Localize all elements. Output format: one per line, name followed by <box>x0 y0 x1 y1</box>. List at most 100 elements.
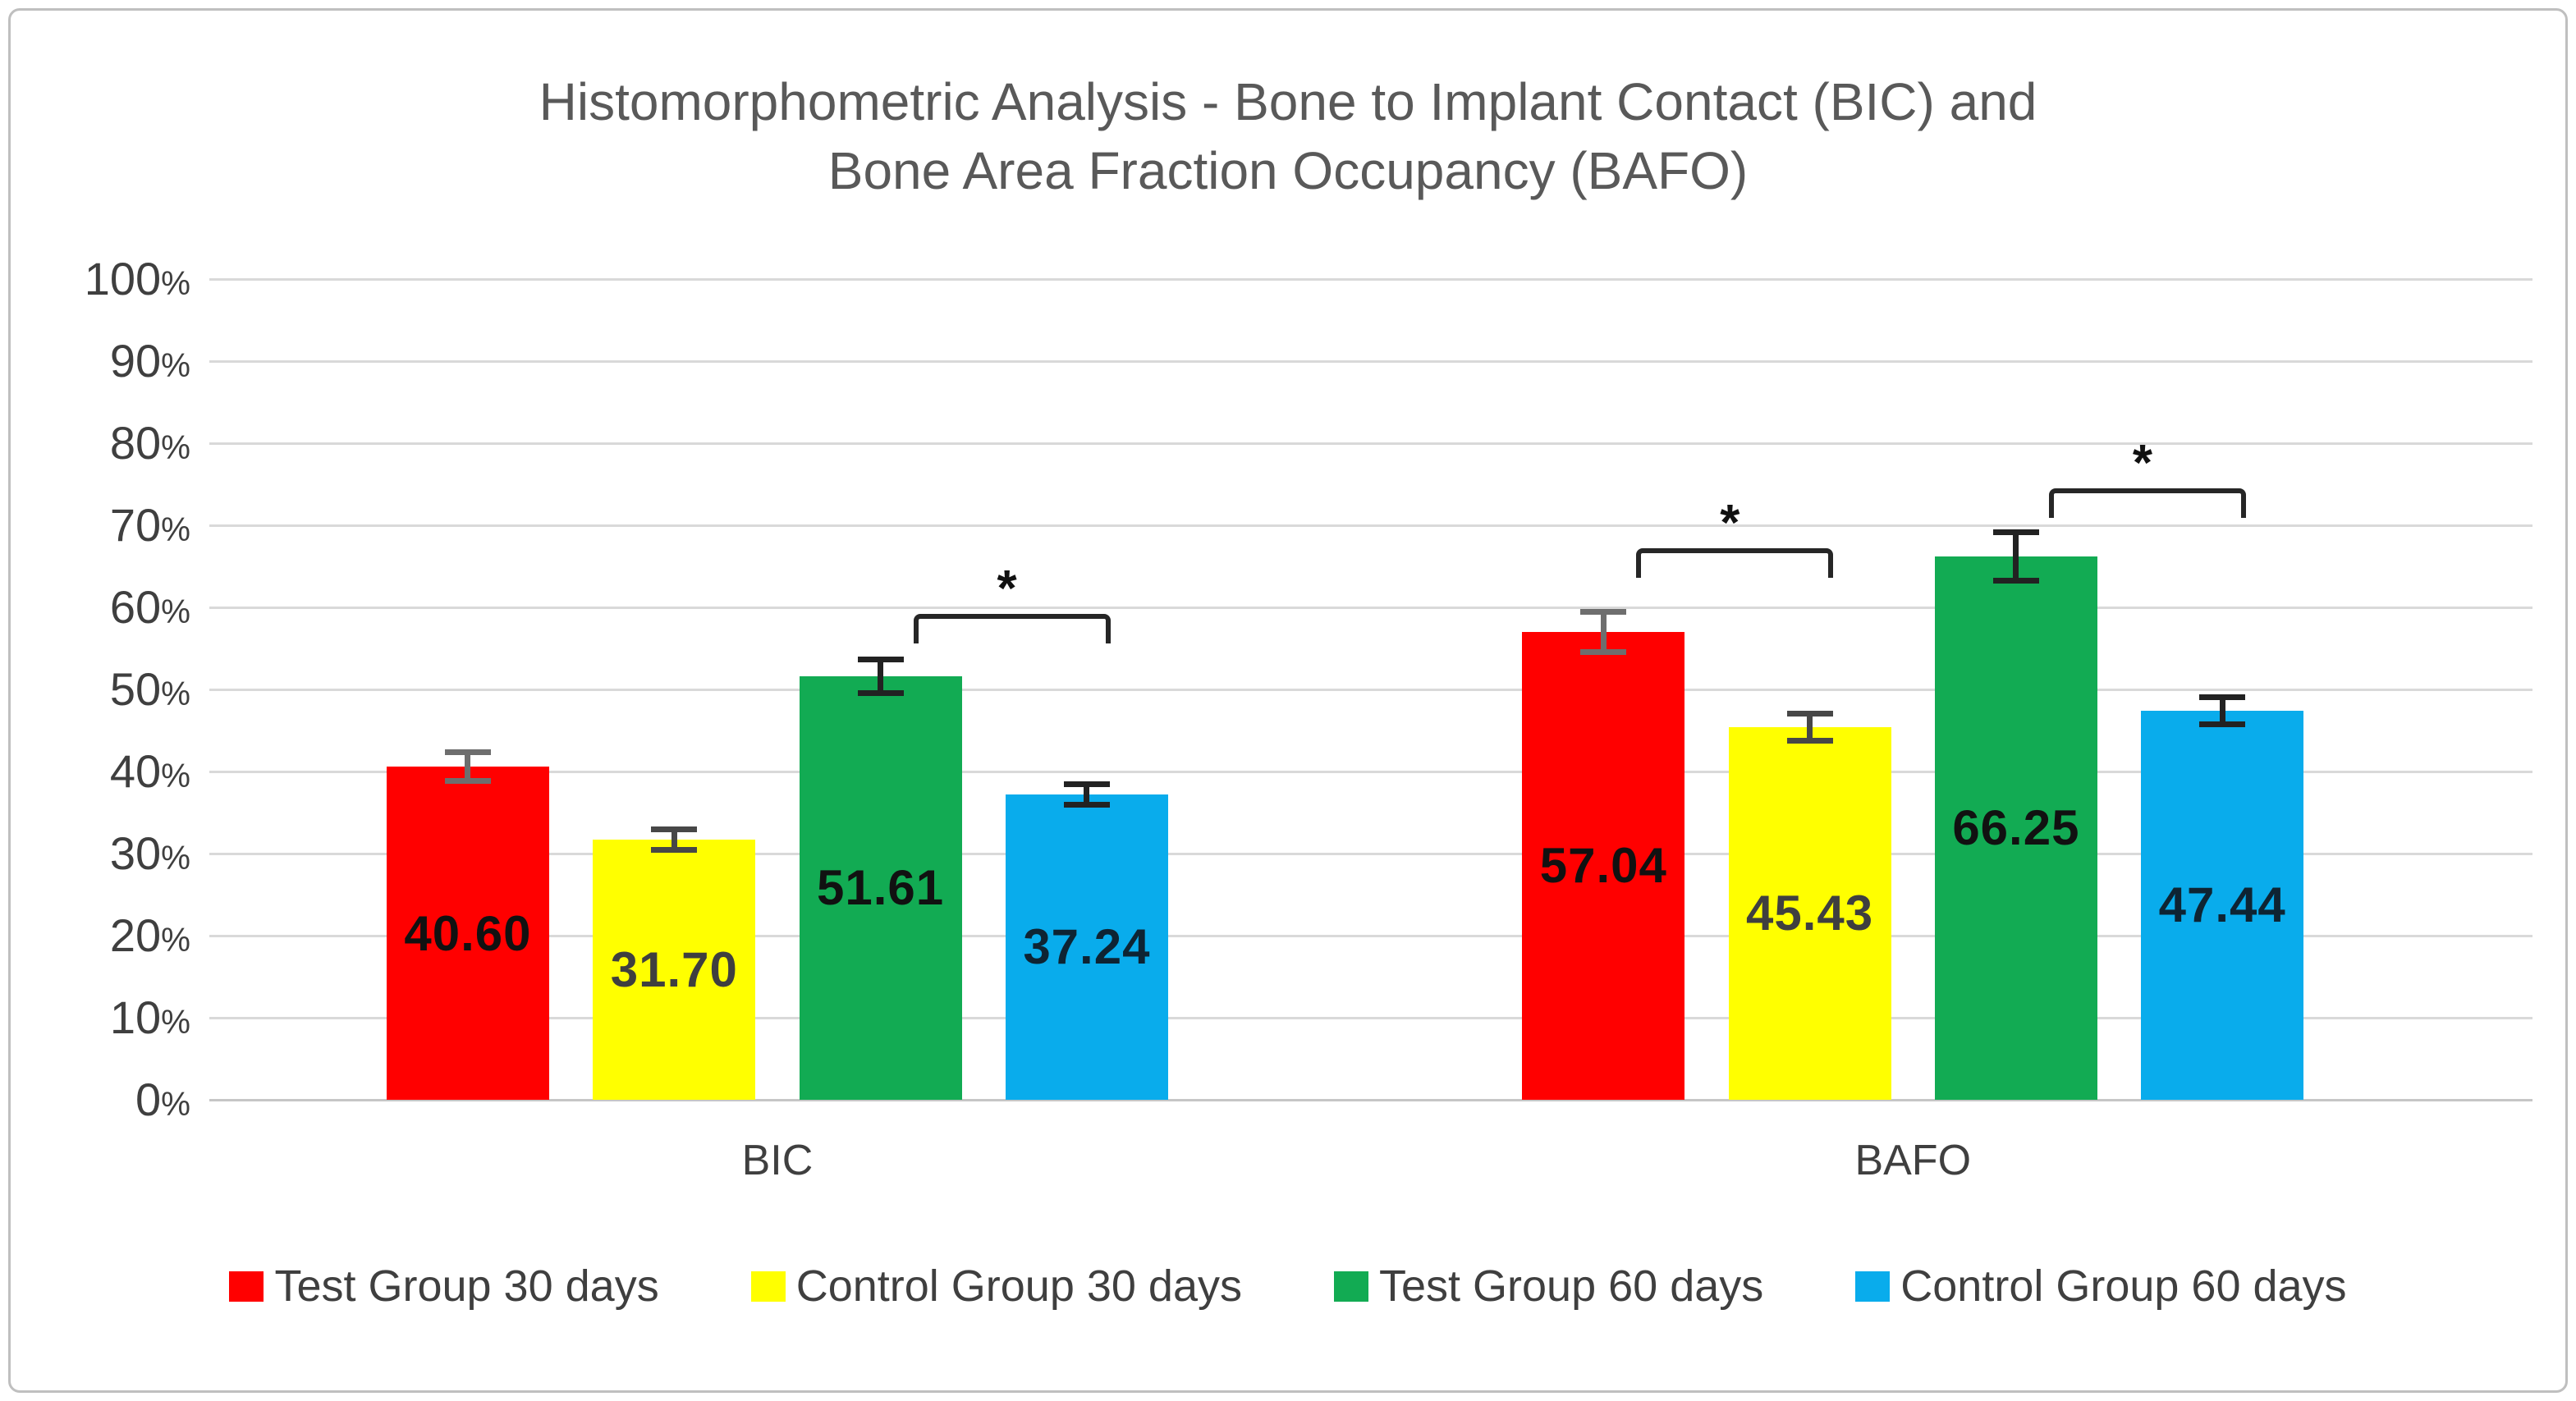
legend-label: Test Group 30 days <box>274 1261 659 1311</box>
significance-asterisk: * <box>2132 435 2152 492</box>
error-bar-stem <box>878 656 884 696</box>
y-tick-value: 60 <box>109 581 162 633</box>
bar-value-label: 66.25 <box>1952 800 2080 856</box>
y-tick-value: 80 <box>109 417 162 469</box>
y-tick-value: 20 <box>109 909 162 961</box>
y-tick-value: 90 <box>109 335 162 387</box>
significance-bracket-bafo <box>1636 548 1834 578</box>
gridline <box>209 1016 2532 1019</box>
error-bar-cap-bottom <box>1580 648 1627 655</box>
gridline <box>209 770 2532 773</box>
error-bar-bic-test-group-30-days <box>444 749 491 784</box>
y-tick-label: 10% <box>0 990 190 1046</box>
bar-value-label: 31.70 <box>610 942 738 997</box>
legend-swatch-control-group-60-days <box>1855 1271 1891 1302</box>
legend-label: Control Group 60 days <box>1900 1261 2347 1311</box>
y-tick-label: 50% <box>0 662 190 717</box>
gridline <box>209 688 2532 691</box>
error-bar-cap-top <box>444 749 491 755</box>
y-tick-percent-sign: % <box>161 264 190 302</box>
error-bar-cap-bottom <box>444 778 491 784</box>
error-bar-cap-top <box>1580 608 1627 615</box>
error-bar-cap-top <box>857 656 904 662</box>
bar-bafo-control-group-30-days: 45.43 <box>1728 726 1891 1100</box>
y-tick-value: 30 <box>109 827 162 879</box>
bar-bafo-test-group-30-days: 57.04 <box>1522 631 1685 1100</box>
bar-value-label: 51.61 <box>817 860 945 916</box>
legend-item-test-group-30-days: Test Group 30 days <box>229 1261 659 1311</box>
y-tick-value: 10 <box>109 991 162 1043</box>
y-tick-percent-sign: % <box>161 428 190 466</box>
error-bar-cap-top <box>651 826 698 832</box>
y-tick-label: 100% <box>0 251 190 307</box>
y-tick-value: 50 <box>109 663 162 715</box>
bar-bic-control-group-60-days: 37.24 <box>1005 794 1168 1100</box>
y-tick-label: 80% <box>0 415 190 471</box>
error-bar-stem <box>2219 694 2225 727</box>
error-bar-stem <box>465 749 471 784</box>
y-tick-value: 40 <box>109 745 162 797</box>
gridline <box>209 852 2532 855</box>
legend-item-control-group-60-days: Control Group 60 days <box>1855 1261 2347 1311</box>
legend-swatch-test-group-30-days <box>229 1271 264 1302</box>
error-bar-cap-top <box>1063 781 1110 787</box>
bar-value-label: 37.24 <box>1023 919 1151 975</box>
bar-bic-control-group-30-days: 31.70 <box>593 840 756 1100</box>
significance-bracket-bafo <box>2048 488 2246 518</box>
y-tick-value: 70 <box>109 499 162 551</box>
x-axis-baseline <box>209 1098 2532 1101</box>
chart-title: Histomorphometric Analysis - Bone to Imp… <box>539 72 2037 201</box>
bar-bic-test-group-30-days: 40.60 <box>386 767 549 1100</box>
bar-value-label: 57.04 <box>1539 838 1667 894</box>
significance-asterisk: * <box>997 561 1017 617</box>
y-tick-percent-sign: % <box>161 346 190 384</box>
plot-area: 40.60 57.04 31.70 45.43 51.61 66.25 37.24 47.44… <box>209 277 2532 1101</box>
gridline <box>209 277 2532 281</box>
error-bar-stem <box>1084 781 1090 808</box>
gridline <box>209 934 2532 937</box>
bar-bic-test-group-60-days: 51.61 <box>799 675 962 1100</box>
error-bar-bafo-control-group-30-days <box>1786 710 1833 744</box>
y-tick-percent-sign: % <box>161 510 190 548</box>
error-bar-cap-top <box>1786 710 1833 717</box>
y-tick-percent-sign: % <box>161 757 190 794</box>
significance-asterisk: * <box>1720 495 1740 552</box>
y-tick-value: 100 <box>84 253 162 304</box>
y-tick-label: 30% <box>0 826 190 881</box>
bar-value-label: 45.43 <box>1746 886 1874 941</box>
gridline <box>209 442 2532 445</box>
x-category-label-bafo: BAFO <box>1854 1137 1972 1184</box>
y-tick-label: 0% <box>0 1072 190 1128</box>
legend-item-test-group-60-days: Test Group 60 days <box>1334 1264 1763 1308</box>
error-bar-cap-bottom <box>2199 721 2246 727</box>
gridline <box>209 606 2532 609</box>
y-tick-percent-sign: % <box>161 675 190 712</box>
error-bar-cap-bottom <box>857 689 904 696</box>
y-tick-percent-sign: % <box>161 1085 190 1123</box>
error-bar-cap-bottom <box>1992 577 2039 584</box>
y-tick-label: 90% <box>0 333 190 389</box>
error-bar-bafo-control-group-60-days <box>2199 694 2246 727</box>
y-tick-percent-sign: % <box>161 839 190 877</box>
y-tick-percent-sign: % <box>161 1003 190 1041</box>
y-tick-value: 0 <box>135 1074 162 1125</box>
y-tick-percent-sign: % <box>161 921 190 959</box>
error-bar-cap-top <box>1992 529 2039 535</box>
legend-label: Test Group 60 days <box>1379 1261 1764 1311</box>
y-tick-label: 40% <box>0 744 190 799</box>
error-bar-bafo-test-group-60-days <box>1992 529 2039 584</box>
error-bar-stem <box>671 826 677 853</box>
gridline <box>209 524 2532 527</box>
legend-swatch-test-group-60-days <box>1334 1271 1368 1302</box>
error-bar-cap-top <box>2199 694 2246 700</box>
error-bar-stem <box>1807 710 1813 744</box>
error-bar-cap-bottom <box>1063 801 1110 808</box>
error-bar-stem <box>2013 529 2019 584</box>
error-bar-bic-control-group-60-days <box>1063 781 1110 808</box>
y-tick-label: 20% <box>0 908 190 964</box>
x-category-label-bic: BIC <box>741 1137 814 1184</box>
gridline <box>209 359 2532 363</box>
error-bar-bic-control-group-30-days <box>651 826 698 853</box>
error-bar-bafo-test-group-30-days <box>1580 608 1627 655</box>
